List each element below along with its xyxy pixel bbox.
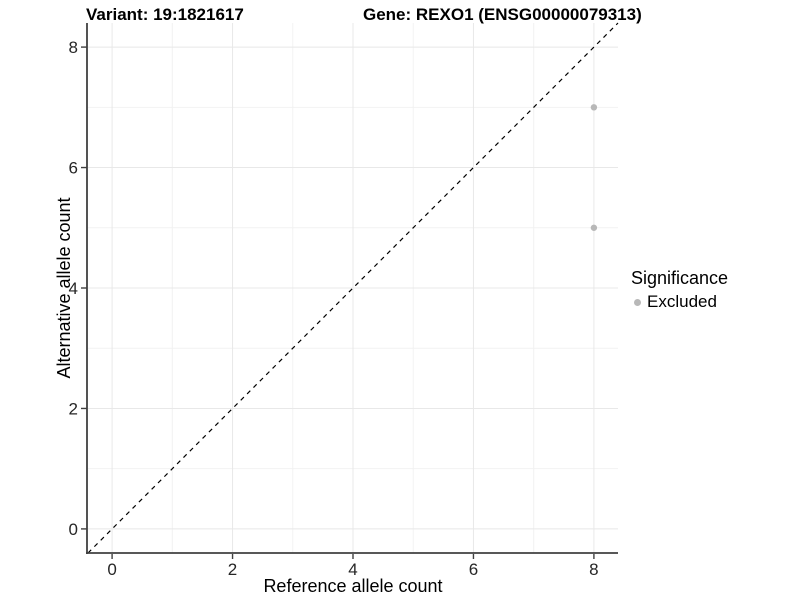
y-tick-label: 0 [69, 520, 78, 539]
x-tick-label: 6 [469, 560, 478, 579]
legend-item-excluded: Excluded [631, 292, 728, 312]
y-axis-title: Alternative allele count [54, 197, 74, 379]
legend-item-label: Excluded [647, 292, 717, 311]
x-axis-title: Reference allele count [263, 576, 443, 596]
x-tick-label: 4 [348, 560, 357, 579]
legend: Significance Excluded [631, 267, 728, 312]
y-tick-label: 8 [69, 38, 78, 57]
x-tick-label: 2 [228, 560, 237, 579]
y-tick-label: 6 [69, 159, 78, 178]
plot-title-variant: Variant: 19:1821617 [86, 5, 244, 24]
data-point [590, 224, 598, 231]
x-tick-label: 0 [107, 560, 116, 579]
plot-title-gene: Gene: REXO1 (ENSG00000079313) [363, 5, 642, 24]
y-tick-label: 2 [69, 399, 78, 418]
legend-point-swatch-icon [634, 298, 641, 306]
data-point [590, 104, 598, 111]
identity-line [87, 22, 619, 554]
y-tick-label: 4 [69, 279, 78, 298]
x-tick-label: 8 [589, 560, 598, 579]
legend-title: Significance [631, 268, 729, 288]
